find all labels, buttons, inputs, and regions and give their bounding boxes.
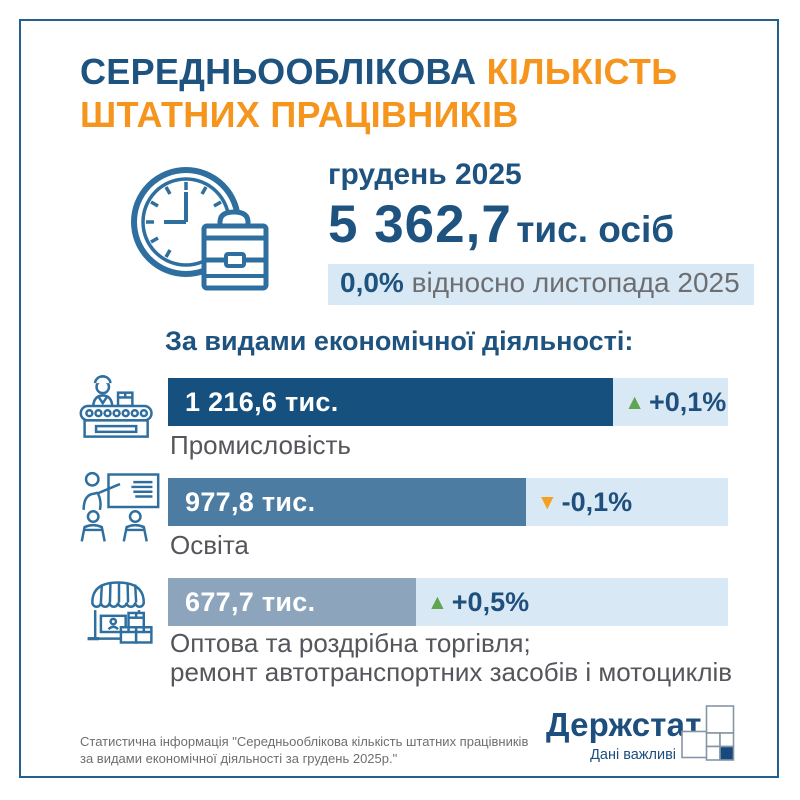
hero-summary: грудень 2025 5 362,7 тис. осіб 0,0% відн… [328, 158, 754, 305]
bar-row-industry: 1 216,6 тис. ▲ +0,1% [168, 378, 728, 426]
source-note: Статистична інформація "Середньооблікова… [80, 733, 528, 767]
total-unit: тис. осіб [516, 209, 675, 250]
bar-fill-industry: 1 216,6 тис. [168, 378, 614, 426]
period-label: грудень 2025 [328, 158, 522, 191]
delta-value-education: -0,1% [561, 486, 633, 517]
category-trade-line1: Оптова та роздрібна торгівля; [170, 628, 531, 658]
delta-industry: ▲ +0,1% [613, 378, 726, 426]
derzhstat-logo-text: Держстат [546, 706, 702, 743]
bar-value-trade: 677,7 тис. [185, 586, 316, 617]
triangle-up-icon: ▲ [426, 590, 448, 614]
category-label-trade: Оптова та роздрібна торгівля; ремонт авт… [170, 629, 732, 687]
delta-value-industry: +0,1% [648, 386, 727, 417]
title-line2-orange: ШТАТНИХ ПРАЦІВНИКІВ [80, 94, 519, 135]
bar-value-industry: 1 216,6 тис. [185, 386, 339, 417]
bar-row-education: 977,8 тис. ▼ -0,1% [168, 478, 728, 526]
triangle-up-icon: ▲ [624, 390, 645, 414]
category-trade-line2: ремонт автотранспортних засобів і мотоци… [170, 657, 733, 687]
bar-row-trade: 677,7 тис. ▲ +0,5% [168, 578, 728, 626]
teacher-classroom-icon [76, 469, 162, 545]
change-value: 0,0% [340, 267, 404, 298]
derzhstat-logo-icon [681, 705, 735, 767]
title-part-navy: СЕРЕДНЬООБЛІКОВА [80, 51, 477, 92]
title-part-orange: КІЛЬКІСТЬ [486, 51, 678, 92]
delta-value-trade: +0,5% [451, 586, 530, 617]
section-heading: За видами економічної діяльності: [165, 326, 634, 356]
category-education-line1: Освіта [170, 530, 249, 560]
total-value: 5 362,7 [328, 195, 512, 254]
change-chip: 0,0% відносно листопада 2025 [328, 264, 754, 305]
outer-frame-border [19, 19, 779, 778]
source-note-line1: Статистична інформація "Середньооблікова… [80, 734, 529, 749]
source-note-line2: за видами економічної діяльності за груд… [80, 751, 398, 766]
total-value-line: 5 362,7 тис. осіб [328, 194, 754, 255]
page-title: СЕРЕДНЬООБЛІКОВА КІЛЬКІСТЬ ШТАТНИХ ПРАЦІ… [80, 50, 677, 136]
triangle-down-icon: ▼ [536, 490, 558, 514]
bar-fill-education: 977,8 тис. [168, 478, 526, 526]
derzhstat-tagline: Дані важливі [590, 747, 676, 763]
category-label-industry: Промисловість [170, 431, 351, 460]
change-label: відносно листопада 2025 [411, 267, 740, 298]
delta-education: ▼ -0,1% [526, 478, 632, 526]
category-industry-line1: Промисловість [170, 430, 351, 460]
delta-trade: ▲ +0,5% [416, 578, 529, 626]
bar-value-education: 977,8 тис. [185, 486, 316, 517]
clock-briefcase-icon [120, 158, 272, 300]
bar-fill-trade: 677,7 тис. [168, 578, 416, 626]
category-label-education: Освіта [170, 531, 249, 560]
factory-conveyor-worker-icon [76, 371, 162, 443]
shop-boxes-icon [76, 572, 162, 652]
